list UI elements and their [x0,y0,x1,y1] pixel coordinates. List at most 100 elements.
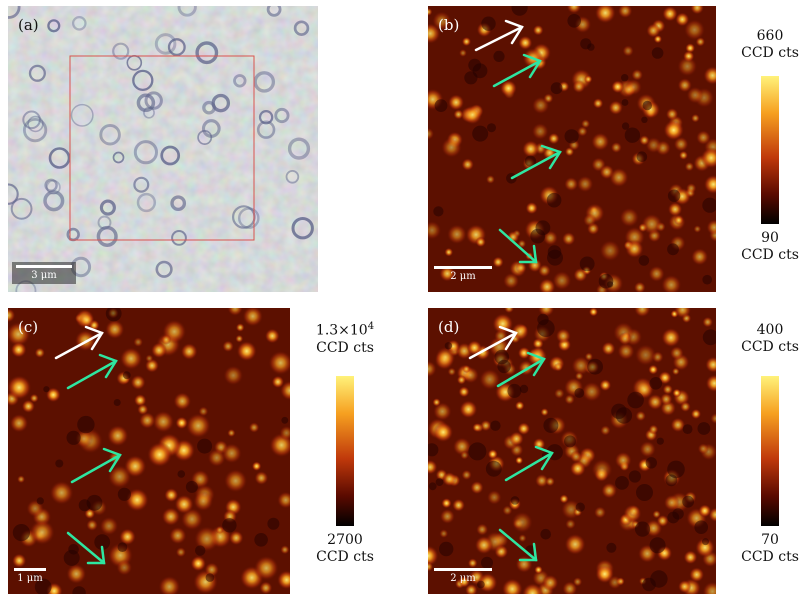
emitter-spot [227,428,236,438]
colorbar-b-max-value: 660 [756,28,784,44]
emitter-spot [515,262,527,274]
emitter-spot [683,550,698,565]
emitter-spot [673,308,692,319]
emitter-spot [248,422,260,433]
colorbar-d-max-value: 400 [756,322,784,338]
scalebar-b-text: 2 μm [450,271,476,282]
emitter-spot [441,136,462,158]
emitter-spot [690,113,700,123]
emitter-spot [215,525,224,534]
emitter-spot [511,511,533,534]
emitter-spot [670,417,686,433]
colorbar-c-max-exponent: 4 [367,321,375,332]
colorbar-b-min-unit: CCD cts [741,247,799,263]
emitter-spot [462,105,483,125]
emitter-spot [515,555,533,573]
colorbar-b-max: 660 CCD cts [730,28,810,62]
colorbar-b [761,76,779,224]
emitter-spot [499,79,518,97]
emitter-spot [522,47,544,69]
emitter-spot [428,360,437,378]
emitter-spot [690,248,709,266]
emitter-spot [472,422,482,433]
emitter-spot [607,575,622,590]
emitter-spot [207,448,226,467]
emitter-spot [562,581,578,594]
emitter-spot [435,346,456,368]
colorbar-c-min: 2700 CCD cts [300,532,390,566]
emitter-spot [564,176,579,192]
emitter-spot [522,140,540,158]
emitter-spot [625,78,643,96]
emitter-spot [572,80,586,94]
emitter-spot [509,431,524,447]
emitter-spot [577,126,588,137]
emitter-spot [66,563,87,585]
colorbar-d-min: 70 CCD cts [730,532,810,566]
emitter-spot [439,508,456,525]
emitter-spot [594,6,616,24]
emitter-spot [698,504,712,518]
roi-box [69,55,255,241]
ccd-map-d [428,308,716,594]
emitter-spot [542,574,559,592]
emitter-spot [622,45,634,57]
emitter-spot [464,583,478,594]
emitter-spot [684,161,695,172]
emitter-spot [690,6,705,15]
emitter-spot [104,319,125,340]
emitter-spot [521,582,544,594]
emitter-spot [259,581,273,594]
emitter-spot [49,480,74,505]
emitter-spot [703,174,716,195]
emitter-spot [458,386,470,398]
emitter-spot [17,475,26,484]
emitter-spot [253,555,279,581]
emitter-spot [494,329,508,343]
emitter-spot [565,518,576,530]
emitter-spot [619,207,640,228]
emitter-spot [591,458,613,481]
emitter-spot [74,329,97,352]
emitter-spot [227,308,243,317]
emitter-spot [531,122,549,140]
emitter-spot [532,24,544,36]
emitter-spot [700,147,716,169]
colorbar-d [761,376,779,526]
emitter-spot [584,75,593,84]
emitter-spot [235,323,245,332]
emitter-spot [705,356,716,373]
emitter-spot [242,308,264,327]
emitter-spot [190,555,207,572]
emitter-spot [487,449,498,460]
emitter-spot [625,239,644,259]
emitter-spot [254,470,269,486]
optical-image [8,6,318,292]
emitter-spot [662,384,674,395]
emitter-spot [428,459,438,475]
colorbar-b-max-unit: CCD cts [741,45,799,61]
panel-d-label: (d) [438,318,460,336]
emitter-spot [279,425,290,441]
emitter-spot [677,56,698,77]
emitter-spot [204,562,220,578]
colorbar-c-max-value: 1.3×104 [300,318,390,340]
emitter-spot [564,394,575,405]
emitter-spot [476,523,489,536]
emitter-spot [485,174,496,184]
emitter-spot [444,247,454,257]
emitter-spot [690,408,702,420]
emitter-spot [515,456,524,465]
emitter-spot [174,494,194,515]
emitter-spot [456,375,467,385]
emitter-spot [705,374,716,393]
emitter-spot [695,537,715,558]
emitter-spot [511,322,529,341]
emitter-spot [223,365,244,386]
emitter-spot [428,7,433,17]
emitter-spot [599,239,621,262]
emitter-spot [475,236,486,248]
emitter-spot [119,347,143,370]
emitter-spot [608,100,624,116]
emitter-spot [693,225,702,233]
